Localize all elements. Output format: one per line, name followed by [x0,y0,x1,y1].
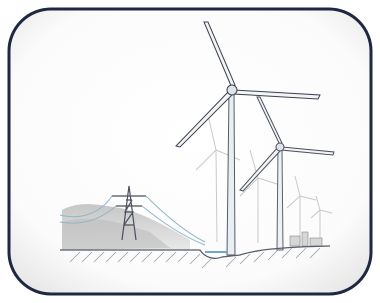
turbine-hub [276,143,284,151]
illustration [0,0,380,303]
building [302,232,308,246]
page: Wind turbines illustration {} html, body… [0,0,380,303]
building [290,236,300,246]
building [310,238,322,246]
turbine-tower [277,148,283,250]
turbine-hub [227,85,237,95]
turbine-tower [227,92,235,255]
page-body [0,0,380,303]
